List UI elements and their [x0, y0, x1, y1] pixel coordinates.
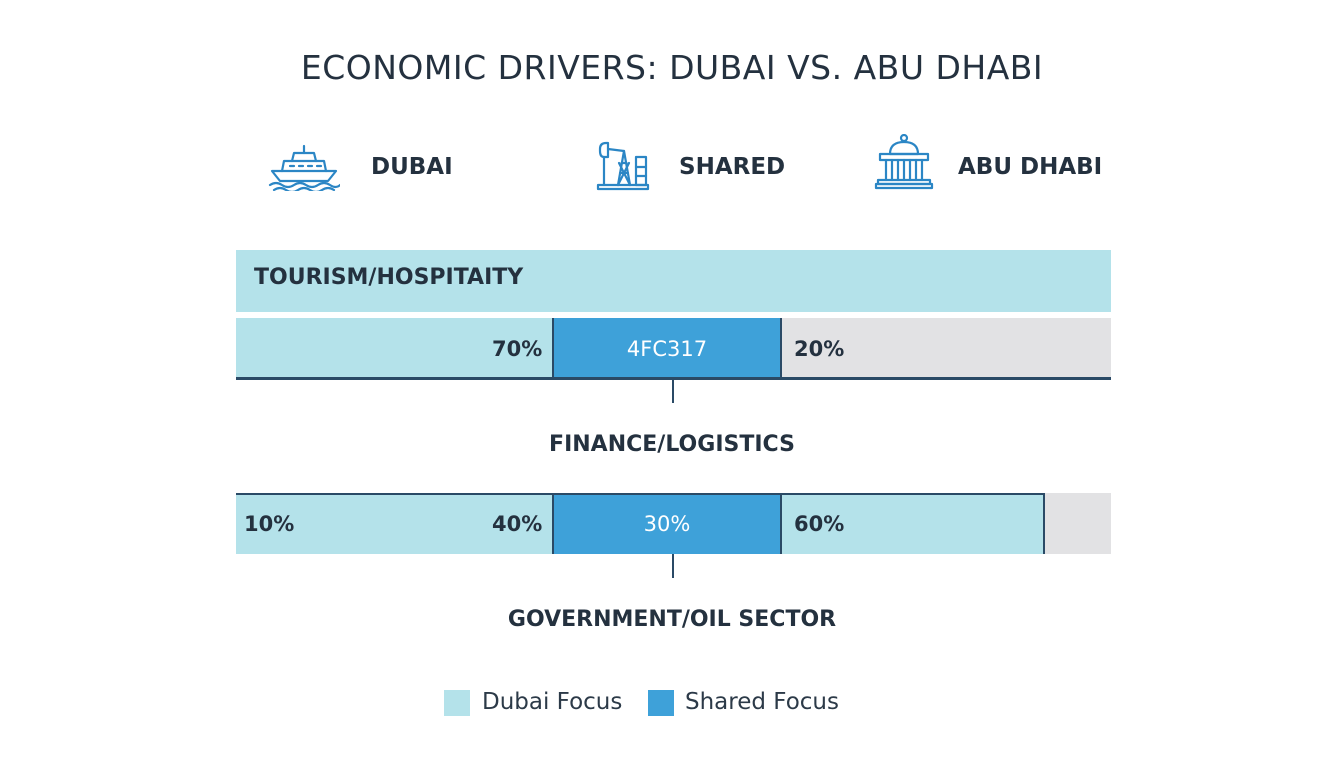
bar-segment-abu-dhabi	[782, 493, 1045, 554]
bar-segment-dubai	[236, 493, 552, 554]
bar-row-finance: 10% 40% 30% 60%	[236, 493, 1111, 555]
group-label-abu-dhabi: ABU DHABI	[958, 154, 1103, 180]
oil-pump-icon	[596, 141, 650, 191]
legend-swatch-shared	[648, 690, 674, 716]
data-label-dubai: 70%	[492, 337, 543, 361]
legend-swatch-dubai	[444, 690, 470, 716]
bar-baseline	[236, 377, 1111, 380]
category-label-finance: FINANCE/LOGISTICS	[549, 432, 795, 457]
legend-label-shared: Shared Focus	[685, 689, 839, 715]
bar-row-tourism: 70% 4FC317 20%	[236, 318, 1111, 380]
legend-label-dubai: Dubai Focus	[482, 689, 623, 715]
connector-line	[672, 380, 674, 403]
data-label-start: 10%	[244, 512, 295, 536]
data-label-dubai: 40%	[492, 512, 543, 536]
cruise-ship-icon	[268, 143, 340, 191]
group-label-shared: SHARED	[679, 154, 786, 180]
data-label-abu-dhabi: 20%	[794, 337, 845, 361]
bar-segment-shared	[552, 493, 782, 554]
data-label-abu-dhabi: 60%	[794, 512, 845, 536]
bar-segment-shared	[552, 318, 782, 378]
bar-segment-abu-dhabi	[782, 318, 1111, 378]
data-label-shared: 30%	[643, 512, 691, 536]
connector-line	[672, 554, 674, 578]
category-band-tourism: TOURISM/HOSPITAITY	[236, 250, 1111, 312]
bar-segment-dubai	[236, 318, 552, 378]
category-label-tourism: TOURISM/HOSPITAITY	[254, 265, 524, 290]
government-building-icon	[874, 134, 934, 190]
legend: Dubai Focus Shared Focus	[444, 689, 864, 719]
data-label-shared: 4FC317	[626, 337, 708, 361]
category-label-government: GOVERNMENT/OIL SECTOR	[507, 607, 837, 632]
chart-title: ECONOMIC DRIVERS: DUBAI VS. ABU DHABI	[300, 48, 1044, 87]
bar-segment-remainder	[1045, 493, 1111, 554]
group-label-dubai: DUBAI	[371, 154, 453, 180]
